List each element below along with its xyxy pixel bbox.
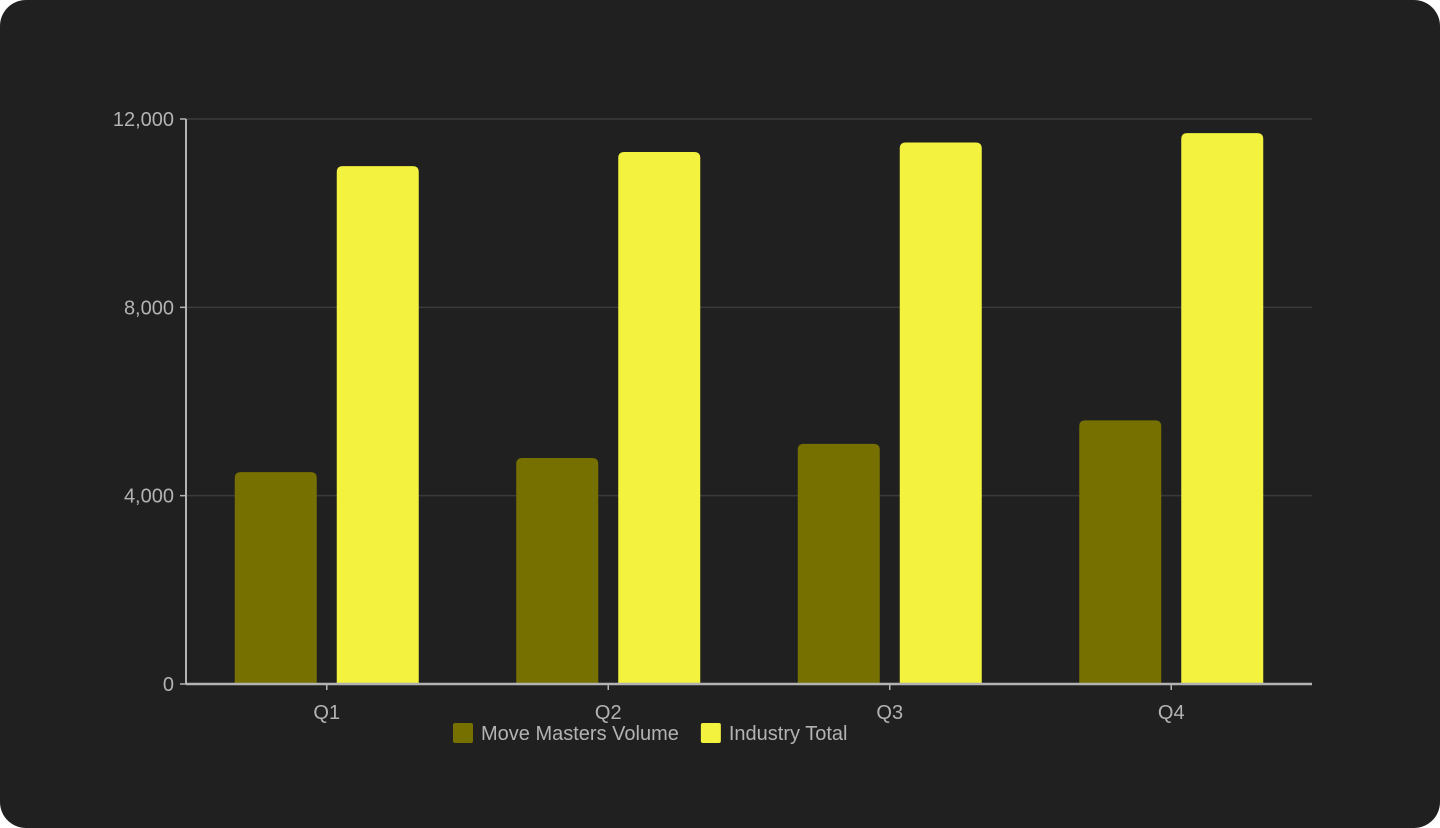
x-tick-label: Q2 bbox=[595, 702, 622, 724]
legend-item-move-masters-volume[interactable]: Move Masters Volume bbox=[453, 723, 679, 745]
bars bbox=[234, 133, 1264, 685]
x-tick-label: Q4 bbox=[1158, 702, 1185, 724]
bar-move-masters-volume-q3[interactable] bbox=[797, 443, 880, 684]
bar-industry-total-q4[interactable] bbox=[1181, 133, 1264, 684]
axes: 0 4,000 8,000 12,000 Q1 Q2 Q3 Q4 bbox=[113, 109, 1312, 724]
bar-move-masters-volume-q2[interactable] bbox=[516, 458, 599, 684]
bar-move-masters-volume-q1[interactable] bbox=[234, 472, 317, 684]
y-tick-label: 0 bbox=[163, 674, 174, 696]
bar-industry-total-q3[interactable] bbox=[899, 142, 982, 684]
bar-industry-total-q2[interactable] bbox=[618, 151, 701, 685]
bar-move-masters-volume-q4[interactable] bbox=[1079, 420, 1162, 684]
legend-label: Industry Total bbox=[729, 723, 848, 745]
legend[interactable]: Move Masters Volume Industry Total bbox=[453, 723, 847, 745]
y-tick-label: 4,000 bbox=[124, 486, 174, 508]
y-tick-label: 8,000 bbox=[124, 297, 174, 319]
legend-swatch bbox=[453, 723, 473, 743]
legend-item-industry-total[interactable]: Industry Total bbox=[700, 723, 848, 745]
y-tick-label: 12,000 bbox=[113, 109, 174, 131]
x-tick-label: Q1 bbox=[313, 702, 340, 724]
x-tick-label: Q3 bbox=[876, 702, 903, 724]
legend-swatch bbox=[700, 723, 721, 743]
bar-industry-total-q1[interactable] bbox=[336, 166, 419, 685]
legend-label: Move Masters Volume bbox=[481, 723, 679, 745]
